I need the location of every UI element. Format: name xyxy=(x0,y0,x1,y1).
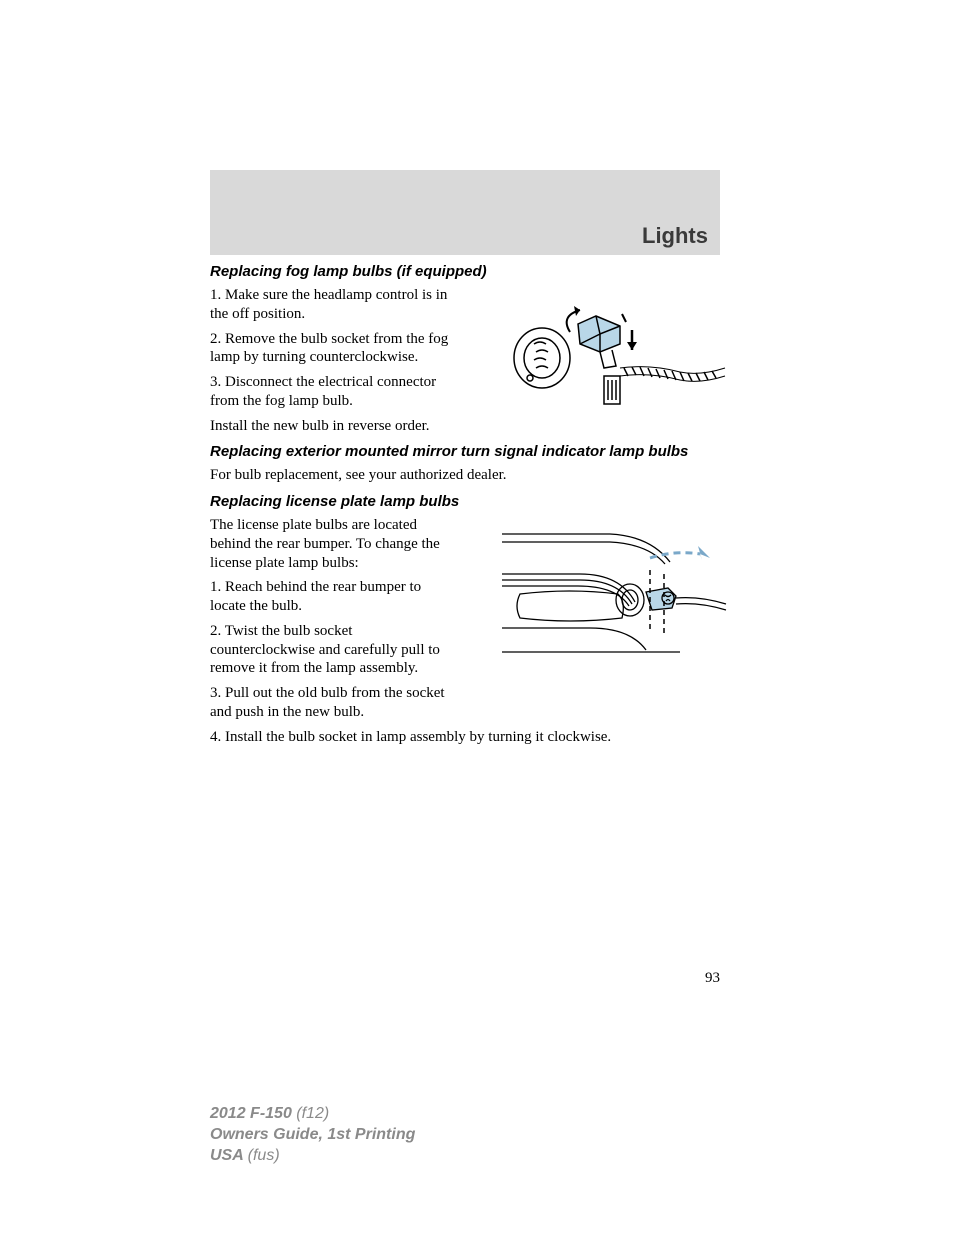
heading-license-plate: Replacing license plate lamp bulbs xyxy=(210,493,720,510)
mirror-text: For bulb replacement, see your authorize… xyxy=(210,466,720,485)
footer-model: 2012 F-150 xyxy=(210,1105,296,1122)
fog-step-1: 1. Make sure the headlamp control is in … xyxy=(210,286,455,324)
footer-model-code: (f12) xyxy=(296,1105,329,1122)
section-fog-lamp: 1. Make sure the headlamp control is in … xyxy=(210,286,720,435)
footer-region: USA xyxy=(210,1147,248,1164)
section-license-plate: The license plate bulbs are located behi… xyxy=(210,516,720,746)
license-step-3: 3. Pull out the old bulb from the socket… xyxy=(210,684,455,722)
footer: 2012 F-150 (f12) Owners Guide, 1st Print… xyxy=(210,1104,415,1166)
license-intro: The license plate bulbs are located behi… xyxy=(210,516,455,572)
footer-region-code: (fus) xyxy=(248,1147,280,1164)
header-bar: Lights xyxy=(210,170,720,255)
footer-line-3: USA (fus) xyxy=(210,1146,415,1167)
license-step-2: 2. Twist the bulb socket counterclockwis… xyxy=(210,622,455,678)
license-step-1: 1. Reach behind the rear bumper to locat… xyxy=(210,578,455,616)
page-title: Lights xyxy=(642,223,708,249)
footer-line-1: 2012 F-150 (f12) xyxy=(210,1104,415,1125)
heading-fog-lamp: Replacing fog lamp bulbs (if equipped) xyxy=(210,263,720,280)
fog-step-3: 3. Disconnect the electrical connector f… xyxy=(210,373,455,411)
footer-line-2: Owners Guide, 1st Printing xyxy=(210,1125,415,1146)
fog-step-2: 2. Remove the bulb socket from the fog l… xyxy=(210,330,455,368)
heading-mirror-turn-signal: Replacing exterior mounted mirror turn s… xyxy=(210,443,720,460)
fog-lamp-diagram xyxy=(500,296,730,426)
page-number: 93 xyxy=(705,970,720,987)
license-plate-diagram xyxy=(500,522,730,682)
license-step-4: 4. Install the bulb socket in lamp assem… xyxy=(210,728,720,747)
page-content: Lights Replacing fog lamp bulbs (if equi… xyxy=(210,170,720,752)
